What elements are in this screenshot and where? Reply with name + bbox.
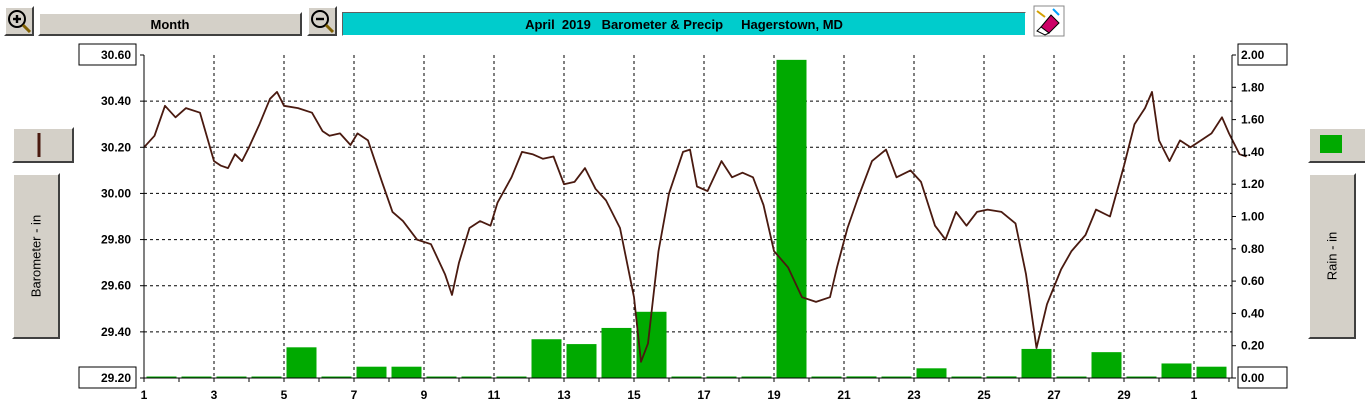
rain-bar [356,366,387,378]
rain-bar [1161,363,1192,378]
chart-title: April 2019 Barometer & Precip Hagerstown… [342,12,1026,36]
right-axis-tick-label: 1.40 [1241,145,1265,159]
rain-bar [426,376,457,378]
x-axis-tick-label: 23 [907,388,921,402]
right-axis-tick-label: 1.00 [1241,210,1265,224]
x-axis-tick-label: 1 [1191,388,1198,402]
magnifier-plus-icon [8,10,32,34]
x-axis-tick-label: 7 [351,388,358,402]
x-axis-tick-label: 11 [488,388,501,402]
period-button[interactable]: Month [38,12,302,36]
left-axis-tick-label: 30.20 [101,140,131,154]
x-axis-tick-label: 13 [557,388,571,402]
right-axis-min-box [1237,366,1288,389]
rain-bar [531,339,562,378]
rain-bar [181,376,212,378]
rain-bar [1126,376,1157,378]
x-axis-tick-label: 19 [767,388,781,402]
x-axis-tick-label: 15 [627,388,641,402]
rain-bar [916,368,947,378]
x-axis-tick-label: 3 [211,388,218,402]
plot-frame [143,55,1233,379]
right-axis-tick-label: 0.60 [1241,274,1265,288]
eraser-icon [1033,5,1065,37]
x-axis-tick-label: 25 [977,388,991,402]
right-axis: 0.00 0.20 0.40 0.60 0.80 1.00 1.20 1.40 1.60 1.80… [1232,43,1288,389]
rain-bar [846,376,877,378]
right-axis-tick-label: 1.80 [1241,80,1265,94]
rain-bar [146,376,177,378]
left-axis-tick-label: 30.40 [101,94,131,108]
rain-bar [1196,366,1227,378]
right-axis-tick-label: 0.40 [1241,306,1265,320]
right-axis-tick-label: 0.20 [1241,339,1265,353]
magnifier-minus-icon [311,10,335,34]
left-axis-tick-label: 29.80 [101,233,131,247]
rain-series-toggle[interactable] [1308,127,1365,163]
barometer-series-line [143,91,1247,363]
left-axis: 29.20 29.40 29.60 29.80 30.00 30.20 30.40 30.60 [78,43,144,389]
rain-bar [1056,376,1087,378]
rain-bar [986,376,1017,378]
rain-bar [601,327,632,378]
left-axis-tick-label: 29.20 [101,371,131,385]
line-swatch-icon [37,133,41,157]
left-axis-min-box [78,366,137,389]
x-axis-tick-label: 9 [421,388,428,402]
right-axis-max-box [1237,43,1288,66]
rain-bar [811,376,842,378]
left-axis-tick-label: 30.00 [101,186,131,200]
x-axis-tick-label: 29 [1117,388,1131,402]
x-axis-tick-label: 1 [141,388,148,402]
rain-bar [881,376,912,378]
x-axis-tick-label: 21 [837,388,851,402]
right-axis-tick-label: 0.00 [1241,371,1265,385]
chart-grid [144,55,1232,378]
eraser-button[interactable] [1033,5,1065,37]
zoom-out-button[interactable] [307,6,337,36]
rain-bar [671,376,702,378]
rain-bar [251,376,282,378]
right-axis-tick-label: 0.80 [1241,242,1265,256]
rain-bar [286,347,317,378]
bar-swatch-icon [1320,135,1342,153]
rain-bar [951,376,982,378]
rain-bar [706,376,737,378]
left-axis-max-box [78,43,137,66]
right-axis-label-button[interactable]: Rain - in [1308,173,1356,339]
rain-bar [636,311,667,378]
rain-bar [496,376,527,378]
x-axis-tick-label: 17 [697,388,711,402]
left-axis-label-button[interactable]: Barometer - in [12,173,60,339]
rain-bar [391,366,422,378]
left-axis-tick-label: 29.40 [101,325,131,339]
right-axis-tick-label: 2.00 [1241,48,1265,62]
x-axis: 1 3 5 7 9 11 13 15 17 19 21 23 25 27 29 1 [141,378,1230,402]
left-axis-tick-label: 30.60 [101,48,131,62]
rain-bar [566,344,597,378]
rain-bar [776,59,807,378]
x-axis-tick-label: 27 [1047,388,1061,402]
rain-bar [461,376,492,378]
barometer-series-toggle[interactable] [12,127,74,163]
rain-bars [146,59,1227,378]
rain-bar [1091,352,1122,378]
rain-bar [741,376,772,378]
rain-bar [321,376,352,378]
rain-bar [1021,348,1052,378]
right-axis-tick-label: 1.20 [1241,177,1265,191]
zoom-in-button[interactable] [4,6,34,36]
barometer-line [143,91,1247,363]
left-axis-tick-label: 29.60 [101,279,131,293]
rain-bar [216,376,247,378]
x-axis-tick-label: 5 [281,388,288,402]
right-axis-tick-label: 1.60 [1241,113,1265,127]
